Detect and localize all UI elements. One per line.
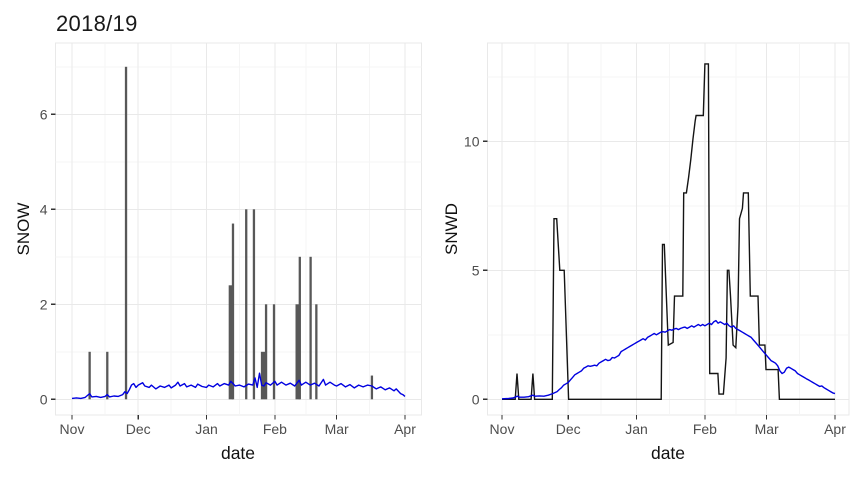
snow-axes: Nov Dec Jan Feb Mar Apr 0 2 4 6 [40, 106, 417, 437]
snow-bar [252, 209, 256, 400]
snow-bar [272, 304, 276, 400]
snow-panel-background [55, 42, 422, 416]
snow-y-axis-title: SNOW [14, 202, 33, 256]
y-tick-label: 5 [472, 262, 480, 278]
figure-title: 2018/19 [56, 11, 138, 36]
snow-bar [124, 66, 128, 400]
y-tick-label: 6 [40, 106, 48, 122]
snwd-axes: Nov Dec Jan Feb Mar Apr 0 5 10 [464, 133, 846, 437]
y-tick-label: 0 [472, 391, 480, 407]
x-tick-label: Mar [755, 421, 779, 437]
snwd-line [502, 63, 835, 400]
y-tick-label: 4 [40, 201, 48, 217]
snwd-y-axis-title: SNWD [442, 203, 461, 255]
x-tick-label: Apr [824, 421, 846, 437]
snow-bar [298, 256, 301, 400]
snow-bar [264, 304, 268, 400]
snow-bar [370, 375, 374, 400]
snow-bar [315, 304, 318, 400]
y-tick-label: 0 [40, 391, 48, 407]
date-axis-title-right: date [650, 443, 686, 463]
snow-bars [88, 66, 374, 400]
snow-bar [231, 223, 235, 400]
snow-bar [260, 351, 266, 400]
snwd-panel-background [487, 42, 850, 416]
date-axis-title-left: date [220, 443, 256, 463]
snwd-panel: Nov Dec Jan Feb Mar Apr 0 5 10 [464, 42, 850, 437]
x-tick-label: Mar [325, 421, 349, 437]
x-tick-label: Feb [263, 421, 287, 437]
snow-bar [88, 351, 91, 400]
y-tick-label: 2 [40, 296, 48, 312]
snow-bar [245, 209, 248, 400]
x-tick-label: Apr [394, 421, 416, 437]
snow-bar [309, 256, 312, 400]
y-tick-label: 10 [464, 133, 480, 149]
snow-bar [106, 351, 109, 400]
x-tick-label: Nov [490, 421, 515, 437]
x-tick-label: Jan [625, 421, 648, 437]
x-tick-label: Nov [60, 421, 85, 437]
snow-mean-line [71, 372, 406, 400]
snow-bar [228, 285, 233, 400]
x-tick-label: Dec [126, 421, 151, 437]
x-tick-label: Feb [693, 421, 717, 437]
snwd-mean-line [501, 319, 836, 400]
snow-bar [295, 304, 300, 400]
x-tick-label: Jan [195, 421, 218, 437]
x-tick-label: Dec [556, 421, 581, 437]
snow-panel: Nov Dec Jan Feb Mar Apr 0 2 4 6 [40, 42, 422, 437]
